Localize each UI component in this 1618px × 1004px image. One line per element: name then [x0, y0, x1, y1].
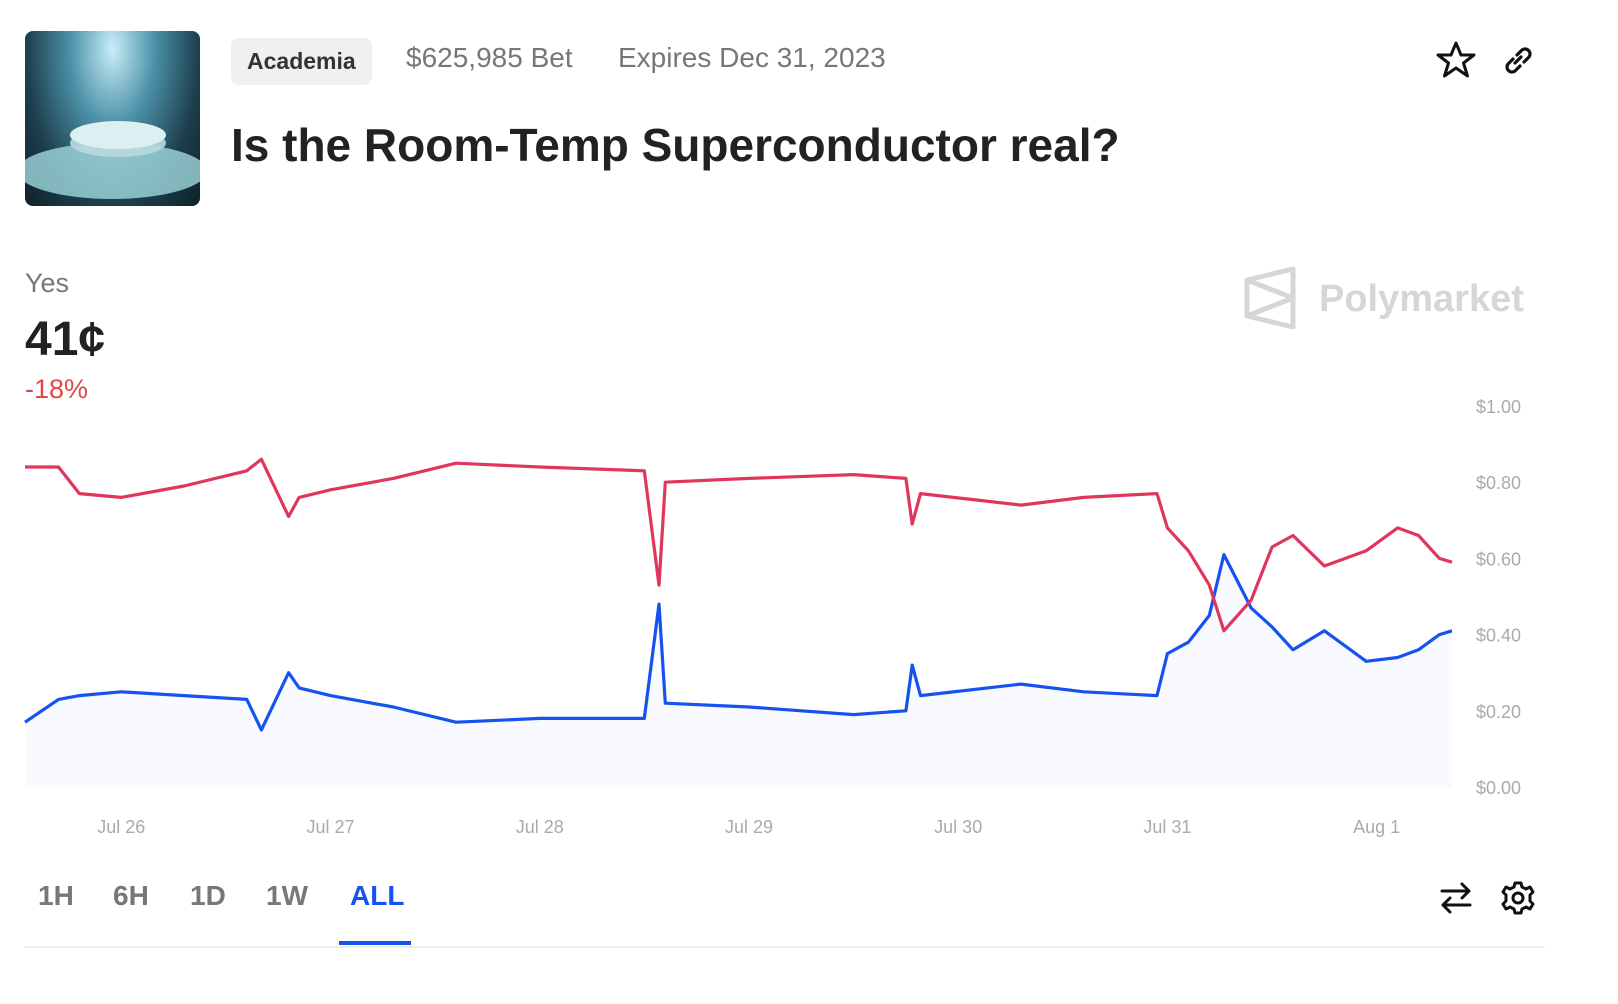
x-tick-label: Jul 26 [97, 817, 145, 837]
volume: $625,985 Bet [406, 42, 573, 73]
y-tick-label: $0.80 [1476, 473, 1521, 493]
price-chart: $0.00 $0.20 $0.40 $0.60 $0.80 $1.00 Jul 26 Jul … [24, 397, 1521, 837]
divider [25, 946, 1545, 948]
link-icon[interactable] [1500, 42, 1536, 78]
range-button[interactable]: 1W [266, 880, 308, 911]
x-tick-label: Jul 27 [306, 817, 354, 837]
swap-icon[interactable] [1438, 880, 1474, 916]
outcome-price: 41¢ [25, 313, 106, 366]
range-button[interactable]: 1D [190, 880, 226, 911]
y-tick-label: $0.20 [1476, 702, 1521, 722]
active-indicator [339, 941, 411, 945]
image-art [25, 121, 200, 199]
outcome-label: Yes [25, 268, 70, 298]
x-tick-label: Jul 30 [934, 817, 982, 837]
x-tick-label: Aug 1 [1353, 817, 1400, 837]
brand-name: Polymarket [1319, 278, 1524, 320]
range-button[interactable]: 6H [113, 880, 149, 911]
area [25, 555, 1452, 787]
market-title: Is the Room-Temp Superconductor real? [231, 119, 1120, 171]
y-tick-label: $1.00 [1476, 397, 1521, 417]
y-tick-label: $0.00 [1476, 778, 1521, 798]
line [25, 457, 1453, 633]
expiry: Expires Dec 31, 2023 [618, 42, 886, 73]
y-tick-label: $0.60 [1476, 549, 1521, 569]
price-change: -18% [25, 374, 89, 404]
range-button[interactable]: 1H [38, 880, 74, 911]
x-tick-label: Jul 28 [516, 817, 564, 837]
range-button[interactable]: ALL [350, 880, 405, 911]
settings-icon[interactable] [1500, 880, 1536, 916]
x-tick-label: Jul 29 [725, 817, 773, 837]
y-tick-label: $0.40 [1476, 626, 1521, 646]
line [24, 553, 1453, 732]
market-image [25, 31, 200, 206]
category-tag[interactable]: Academia [231, 38, 372, 85]
brand-logo [1244, 266, 1296, 330]
favorite-icon[interactable] [1436, 40, 1476, 80]
x-tick-label: Jul 31 [1143, 817, 1191, 837]
